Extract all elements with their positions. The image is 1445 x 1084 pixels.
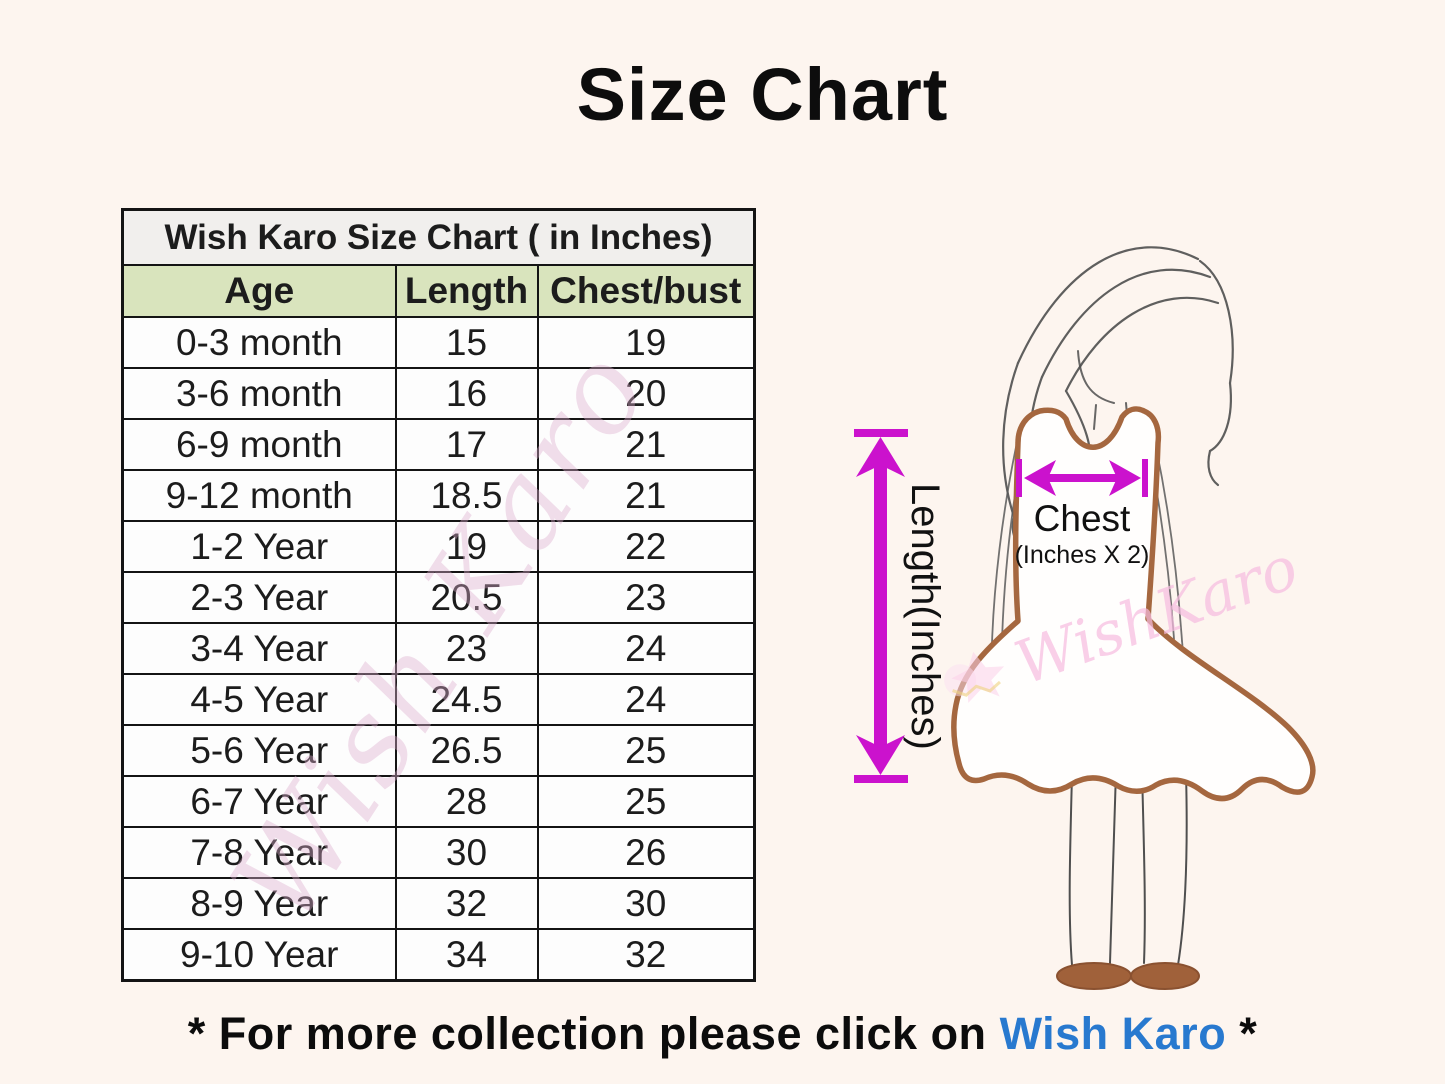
size-table: Wish Karo Size Chart ( in Inches) Age Le… <box>121 208 756 982</box>
table-title: Wish Karo Size Chart ( in Inches) <box>121 208 756 266</box>
length-cell: 30 <box>394 826 539 879</box>
chest-cell: 25 <box>536 775 756 828</box>
table-header-row: Age Length Chest/bust <box>121 264 756 318</box>
shoes <box>1056 962 1200 990</box>
length-cell: 28 <box>394 775 539 828</box>
age-cell: 3-6 month <box>121 367 397 420</box>
table-title-row: Wish Karo Size Chart ( in Inches) <box>121 208 756 266</box>
age-cell: 6-7 Year <box>121 775 397 828</box>
chest-cell: 19 <box>536 316 756 369</box>
footer-note: * For more collection please click on Wi… <box>0 1008 1445 1060</box>
length-cell: 20.5 <box>394 571 539 624</box>
column-header-chest: Chest/bust <box>536 264 756 318</box>
chest-cell: 22 <box>536 520 756 573</box>
length-cell: 23 <box>394 622 539 675</box>
length-cell: 19 <box>394 520 539 573</box>
table-row: 4-5 Year 24.5 24 <box>121 673 756 726</box>
table-row: 9-10 Year 34 32 <box>121 928 756 982</box>
chest-cell: 30 <box>536 877 756 930</box>
girl-legs-sketch <box>1068 770 1188 966</box>
chest-cell: 21 <box>536 469 756 522</box>
age-cell: 4-5 Year <box>121 673 397 726</box>
length-label: Length(Inches) <box>903 483 947 750</box>
length-cell: 32 <box>394 877 539 930</box>
table-row: 7-8 Year 30 26 <box>121 826 756 879</box>
age-cell: 1-2 Year <box>121 520 397 573</box>
column-header-age: Age <box>121 264 397 318</box>
age-cell: 9-10 Year <box>121 928 397 982</box>
chest-cell: 24 <box>536 622 756 675</box>
length-cell: 26.5 <box>394 724 539 777</box>
chest-cell: 32 <box>536 928 756 982</box>
table-row: 9-12 month 18.5 21 <box>121 469 756 522</box>
age-cell: 6-9 month <box>121 418 397 471</box>
chest-label: Chest <box>1034 498 1131 539</box>
chest-cell: 23 <box>536 571 756 624</box>
table-row: 3-6 month 16 20 <box>121 367 756 420</box>
chest-arrow <box>1016 459 1148 497</box>
chest-cell: 24 <box>536 673 756 726</box>
chest-sublabel: (Inches X 2) <box>1015 541 1150 569</box>
table-row: 1-2 Year 19 22 <box>121 520 756 573</box>
table-row: 2-3 Year 20.5 23 <box>121 571 756 624</box>
footer-prefix: * For more collection please click on <box>187 1008 1000 1059</box>
table-row: 0-3 month 15 19 <box>121 316 756 369</box>
column-header-length: Length <box>394 264 539 318</box>
chest-cell: 25 <box>536 724 756 777</box>
chest-cell: 20 <box>536 367 756 420</box>
age-cell: 5-6 Year <box>121 724 397 777</box>
dress-outline <box>951 406 1316 802</box>
table-row: 6-9 month 17 21 <box>121 418 756 471</box>
age-cell: 8-9 Year <box>121 877 397 930</box>
length-cell: 34 <box>394 928 539 982</box>
length-cell: 15 <box>394 316 539 369</box>
length-cell: 16 <box>394 367 539 420</box>
wish-karo-link[interactable]: Wish Karo <box>999 1008 1227 1059</box>
table-row: 6-7 Year 28 25 <box>121 775 756 828</box>
girl-hair-sketch <box>1002 246 1234 551</box>
length-cell: 17 <box>394 418 539 471</box>
table-row: 8-9 Year 32 30 <box>121 877 756 930</box>
age-cell: 7-8 Year <box>121 826 397 879</box>
age-cell: 3-4 Year <box>121 622 397 675</box>
length-cell: 18.5 <box>394 469 539 522</box>
footer-suffix: * <box>1226 1008 1258 1059</box>
age-cell: 0-3 month <box>121 316 397 369</box>
page-title: Size Chart <box>576 53 949 136</box>
table-row: 3-4 Year 23 24 <box>121 622 756 675</box>
age-cell: 2-3 Year <box>121 571 397 624</box>
length-arrow <box>854 429 908 783</box>
age-cell: 9-12 month <box>121 469 397 522</box>
length-cell: 24.5 <box>394 673 539 726</box>
chest-cell: 21 <box>536 418 756 471</box>
wishkaro-logo-sparkle <box>944 651 1005 703</box>
chest-cell: 26 <box>536 826 756 879</box>
measurement-figure: WishKaro Length(Inches) Chest (Inches X … <box>854 246 1316 990</box>
table-row: 5-6 Year 26.5 25 <box>121 724 756 777</box>
